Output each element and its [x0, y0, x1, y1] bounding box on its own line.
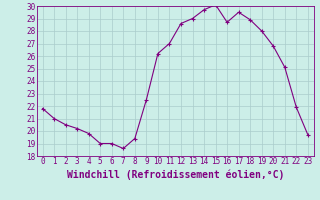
X-axis label: Windchill (Refroidissement éolien,°C): Windchill (Refroidissement éolien,°C): [67, 169, 284, 180]
